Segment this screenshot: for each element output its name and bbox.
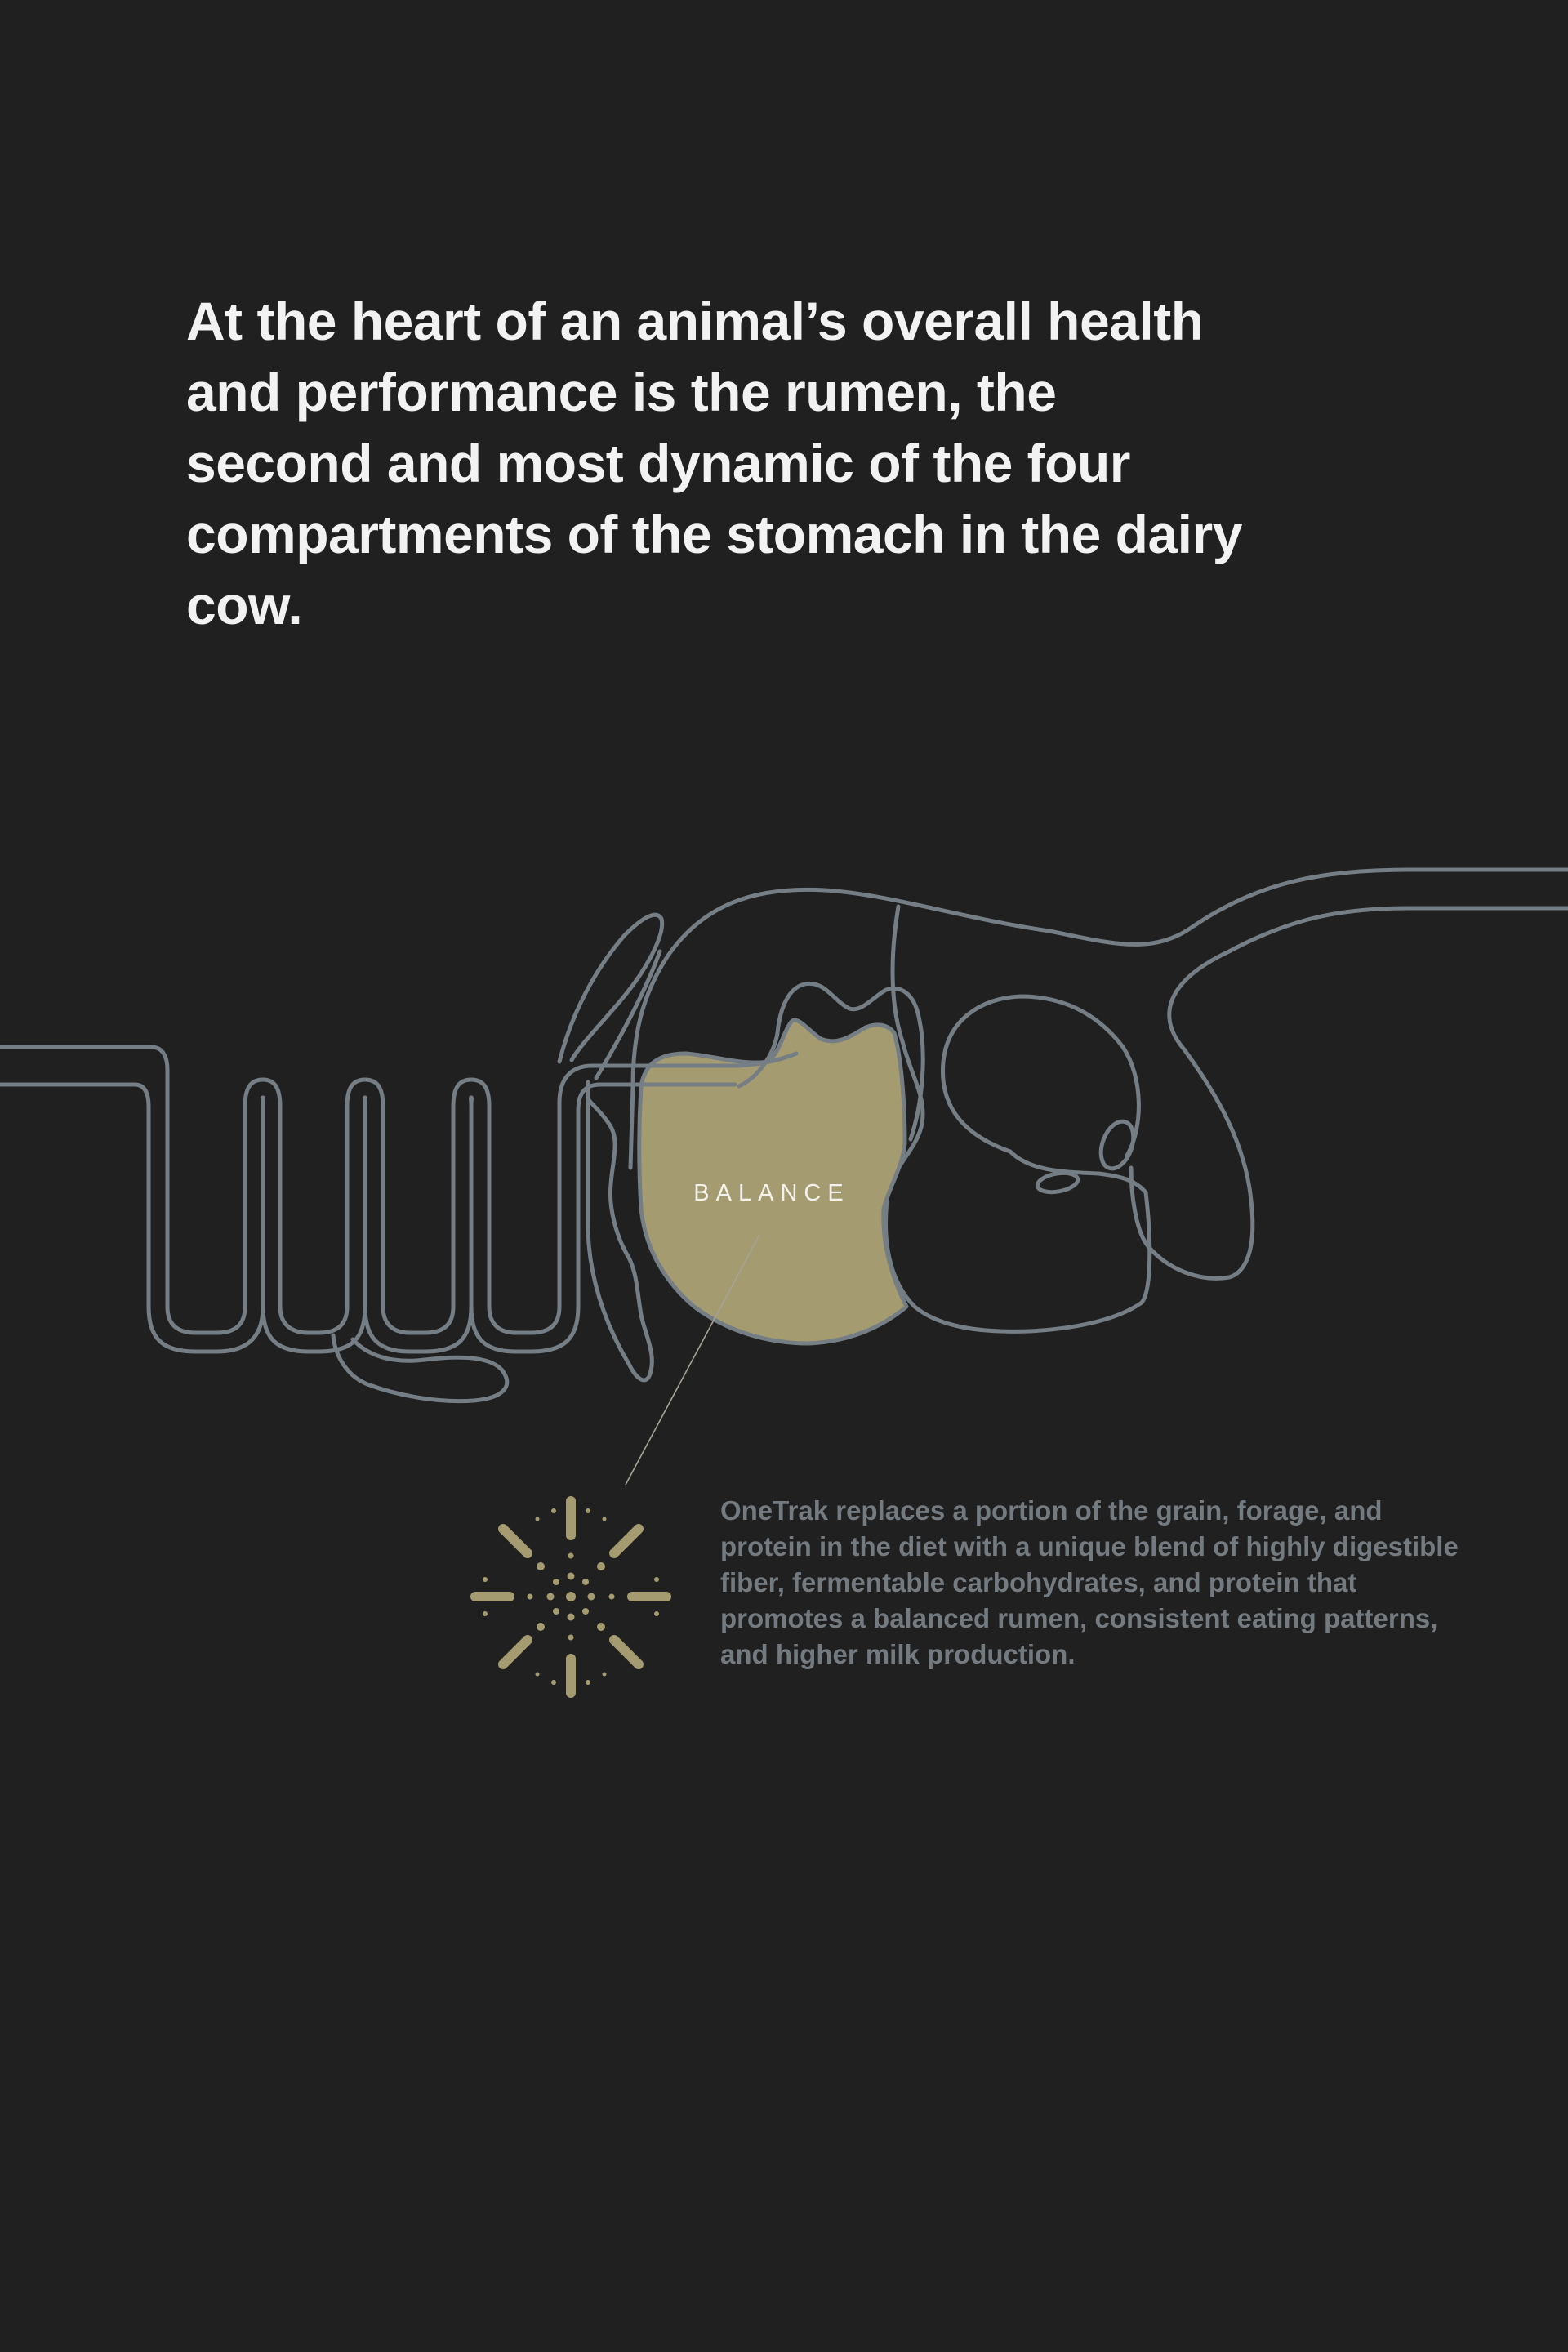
colon-outline: [557, 912, 665, 1383]
omasum-highlight: [1098, 1119, 1136, 1171]
intestine-outline-inner: [0, 1082, 737, 1354]
cecum-outline: [331, 1333, 510, 1404]
abomasum-outline: [1129, 1165, 1232, 1281]
callout-leader-line: [625, 1234, 760, 1486]
reticulum-outline: [884, 904, 1152, 1334]
rumen-fill: [637, 1018, 909, 1346]
intestine-outline-outer: [0, 1045, 799, 1335]
esophagus-outline: [628, 867, 1568, 1170]
burst-icon: [470, 1496, 671, 1698]
rumen-label: BALANCE: [693, 1180, 849, 1206]
headline: At the heart of an animal’s overall heal…: [186, 291, 1242, 635]
callout-text: OneTrak replaces a portion of the grain,…: [720, 1495, 1459, 1669]
reticulum-highlight: [1035, 1170, 1080, 1195]
esophagus-outline-inner: [1167, 906, 1568, 1280]
rumen-top-outline: [737, 981, 925, 1142]
